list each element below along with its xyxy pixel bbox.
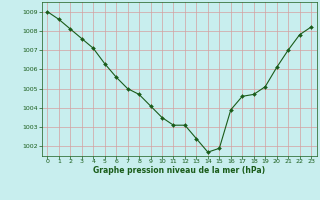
X-axis label: Graphe pression niveau de la mer (hPa): Graphe pression niveau de la mer (hPa) (93, 166, 265, 175)
